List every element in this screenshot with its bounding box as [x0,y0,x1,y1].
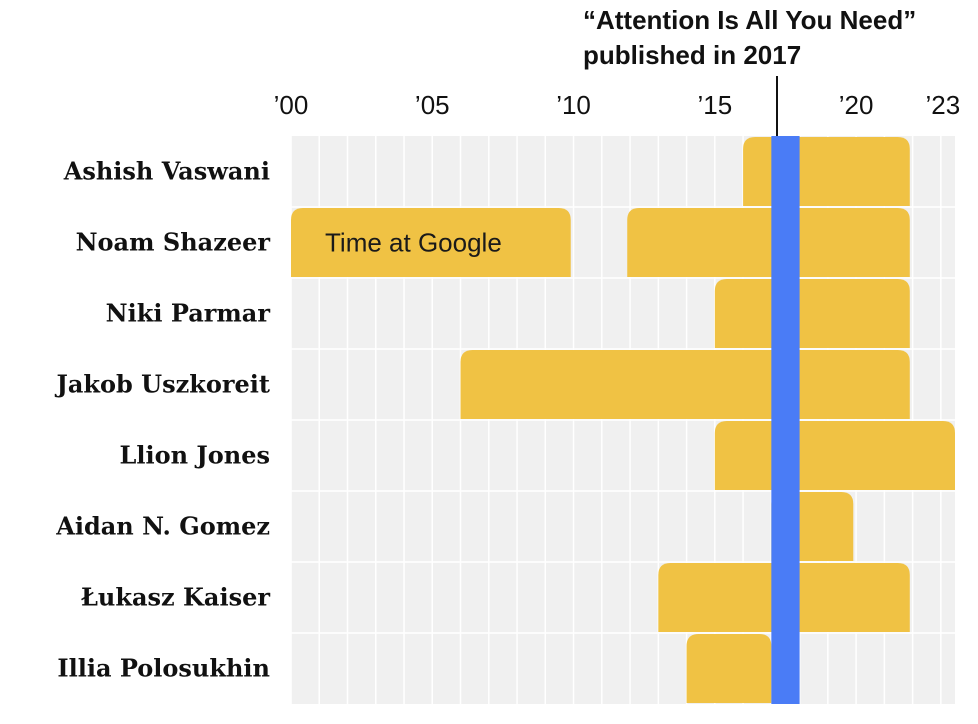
row-label: Jakob Uszkoreit [54,370,270,399]
bar-span [714,279,910,348]
bar-label: Time at Google [325,228,502,258]
row-label: Noam Shazeer [76,228,271,257]
x-tick-label: ’05 [415,90,450,120]
row-label: Niki Parmar [106,299,271,328]
row-label: Ashish Vaswani [63,157,270,186]
highlight-2017 [771,136,800,704]
highlight-bar [771,136,800,704]
x-tick-label: ’10 [556,90,591,120]
row-label: Aidan N. Gomez [55,512,270,541]
bar-span [686,634,772,703]
x-tick-label: ’15 [697,90,732,120]
x-tick-label: ’20 [839,90,874,120]
bar-span [743,137,910,206]
row-label: Illia Polosukhin [57,654,270,683]
row-label: Łukasz Kaiser [81,583,270,612]
x-tick-label: ’00 [274,90,309,120]
x-tick-label: ’23 [926,90,961,120]
bar-span [627,208,910,277]
bar-span [460,350,910,419]
annotation-line-1: “Attention Is All You Need” [583,5,916,35]
x-axis-ticks: ’00 ’05 ’10 ’15 ’20 ’23 [274,90,961,120]
row-label: Llion Jones [119,441,270,470]
row-labels: Ashish Vaswani Noam Shazeer Niki Parmar Jak… [54,157,270,683]
annotation-line-2: published in 2017 [583,40,801,70]
bar-span [714,421,955,490]
bar-span [291,208,571,277]
annotation: “Attention Is All You Need” published in… [583,5,916,136]
